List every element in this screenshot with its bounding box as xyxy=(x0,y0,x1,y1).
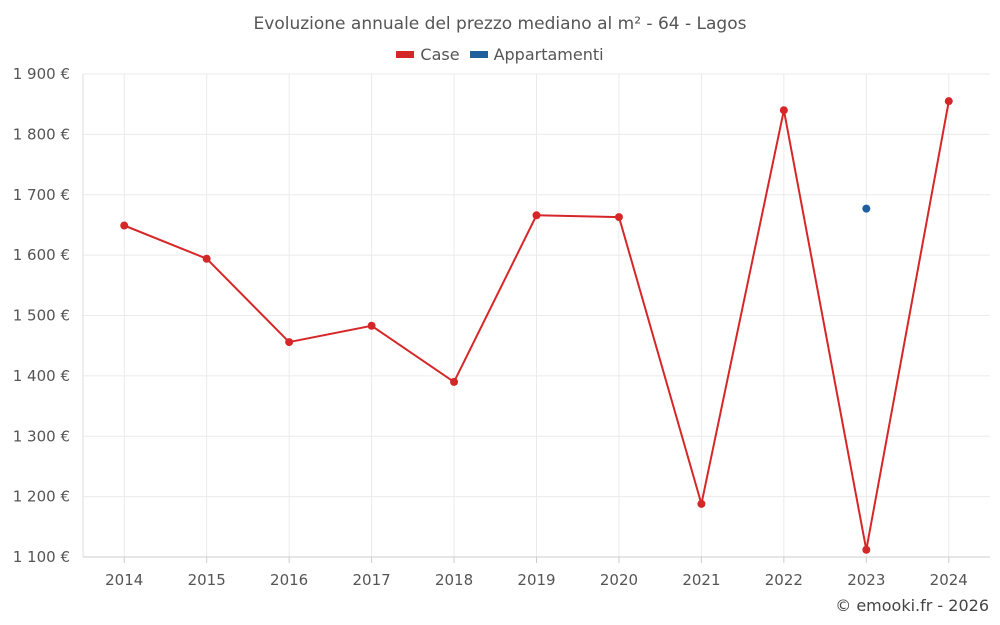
y-tick-label: 1 200 € xyxy=(13,488,70,506)
x-tick-label: 2017 xyxy=(352,571,390,589)
y-tick-label: 1 600 € xyxy=(13,246,70,264)
data-point-case xyxy=(862,545,871,554)
legend-label-case: Case xyxy=(420,45,460,64)
x-tick-label: 2016 xyxy=(270,571,308,589)
x-tick-label: 2021 xyxy=(682,571,720,589)
legend: Case Appartamenti xyxy=(0,45,1000,64)
legend-item-case[interactable]: Case xyxy=(396,45,460,64)
legend-item-appartamenti[interactable]: Appartamenti xyxy=(469,45,604,64)
watermark: © emooki.fr - 2026 xyxy=(835,596,989,615)
y-tick-label: 1 800 € xyxy=(13,125,70,143)
x-tick-label: 2014 xyxy=(105,571,143,589)
legend-swatch-case xyxy=(396,51,415,58)
chart-title: Evoluzione annuale del prezzo mediano al… xyxy=(253,14,747,34)
data-point-appartamenti xyxy=(862,204,871,213)
data-point-case xyxy=(779,106,788,115)
legend-label-appartamenti: Appartamenti xyxy=(493,45,604,64)
x-tick-label: 2020 xyxy=(600,571,638,589)
data-point-case xyxy=(944,97,953,106)
x-tick-label: 2015 xyxy=(188,571,226,589)
y-tick-label: 1 400 € xyxy=(13,367,70,385)
y-tick-label: 1 900 € xyxy=(13,65,70,83)
data-point-case xyxy=(532,211,541,220)
x-tick-label: 2023 xyxy=(847,571,885,589)
x-tick-label: 2018 xyxy=(435,571,473,589)
data-point-case xyxy=(120,221,129,230)
y-tick-label: 1 500 € xyxy=(13,307,70,325)
x-tick-label: 2024 xyxy=(930,571,968,589)
data-point-case xyxy=(367,321,376,330)
data-point-case xyxy=(202,254,211,263)
x-tick-label: 2022 xyxy=(765,571,803,589)
y-tick-label: 1 300 € xyxy=(13,427,70,445)
data-point-case xyxy=(450,377,459,386)
x-tick-label: 2019 xyxy=(517,571,555,589)
y-tick-label: 1 100 € xyxy=(13,548,70,566)
y-tick-label: 1 700 € xyxy=(13,186,70,204)
legend-swatch-appartamenti xyxy=(469,51,488,58)
data-point-case xyxy=(697,499,706,508)
data-point-case xyxy=(614,213,623,222)
data-point-case xyxy=(285,338,294,347)
